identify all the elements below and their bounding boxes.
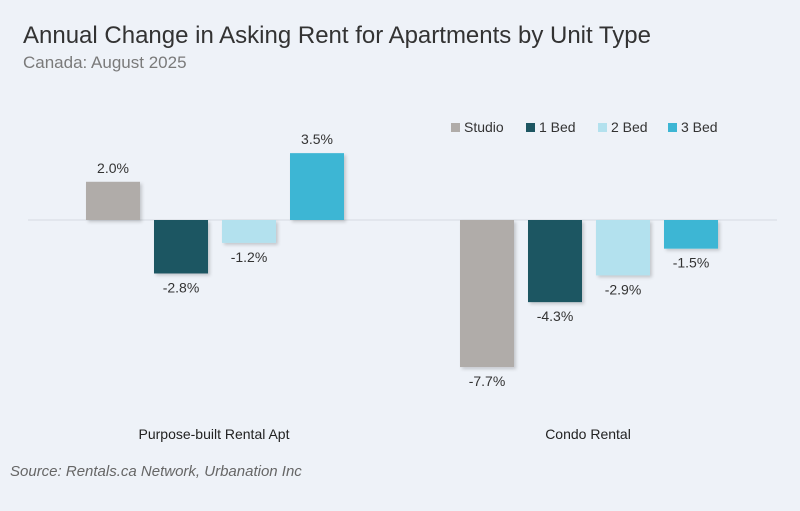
legend-label: 1 Bed [539,119,576,135]
chart-title: Annual Change in Asking Rent for Apartme… [23,22,651,49]
legend-label: Studio [464,119,504,135]
data-label: -2.9% [605,281,642,297]
legend-item: 1 Bed [526,119,576,135]
legend-swatch [526,123,535,132]
bar-studio-purpose-built [86,181,140,220]
bar-studio-condo [460,220,514,368]
chart-subtitle: Canada: August 2025 [23,53,187,72]
data-label: 2.0% [97,160,129,176]
legend-item: 2 Bed [598,119,648,135]
data-label: -1.5% [673,255,710,271]
legend-label: 3 Bed [681,119,718,135]
legend-item: Studio [451,119,504,135]
category-label: Condo Rental [545,426,631,442]
bar-2-bed-purpose-built [222,220,276,243]
data-label: -4.3% [537,308,574,324]
bar-3-bed-condo [664,220,718,249]
legend-swatch [451,123,460,132]
data-label: -2.8% [163,279,200,295]
data-label: -7.7% [469,373,506,389]
bar-1-bed-purpose-built [154,220,208,274]
bar-2-bed-condo [596,220,650,276]
legend-label: 2 Bed [611,119,648,135]
legend-swatch [668,123,677,132]
legend-swatch [598,123,607,132]
source-note: Source: Rentals.ca Network, Urbanation I… [10,463,302,480]
category-label: Purpose-built Rental Apt [139,426,290,442]
data-label: 3.5% [301,131,333,147]
bar-chart: 2.0% -2.8% -1.2% 3.5% -7.7% -4.3% -2.9% -1.5% P… [28,119,777,442]
bar-1-bed-condo [528,220,582,303]
data-label: -1.2% [231,249,268,265]
bar-3-bed-purpose-built [290,153,344,220]
legend-item: 3 Bed [668,119,718,135]
